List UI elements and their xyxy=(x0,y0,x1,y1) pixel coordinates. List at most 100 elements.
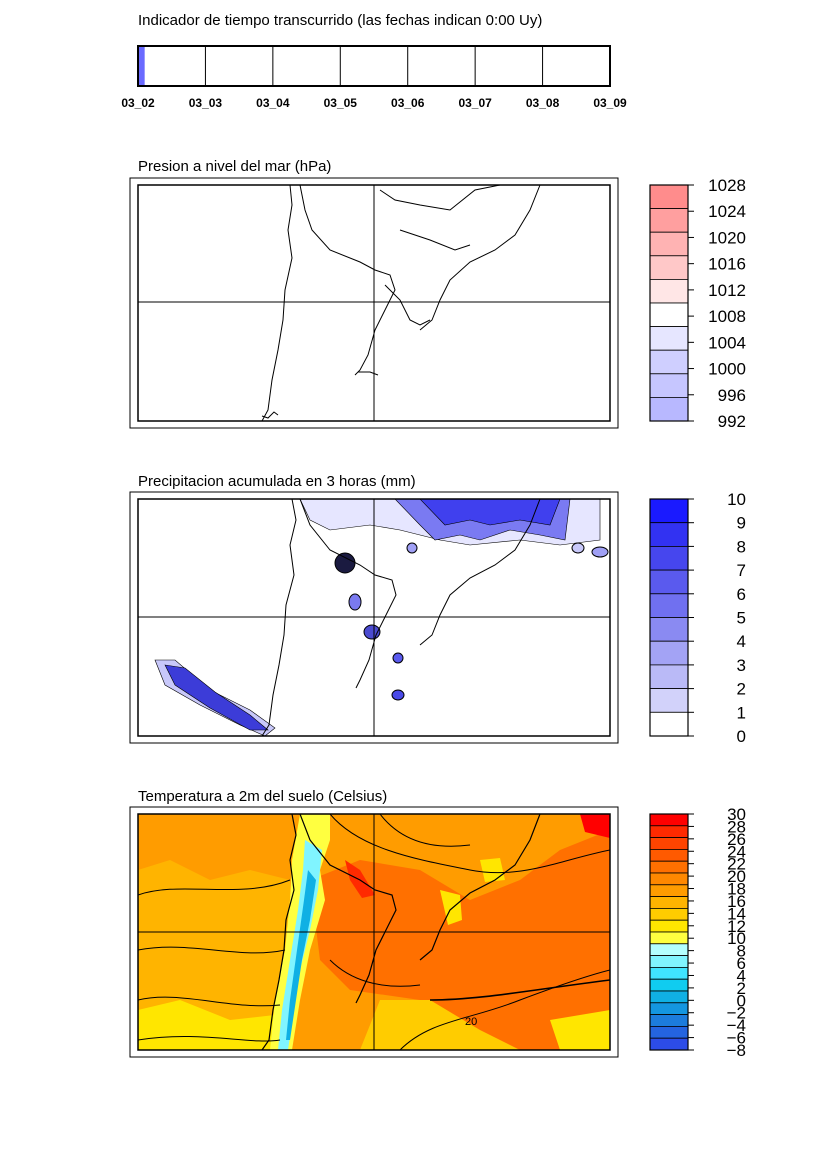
colorbar-label: 992 xyxy=(718,412,746,431)
colorbar-swatch xyxy=(649,1026,689,1039)
precip-field xyxy=(154,499,609,736)
colorbar-label: 6 xyxy=(737,585,746,604)
colorbar-label: 0 xyxy=(737,991,746,1010)
colorbar-label: 1004 xyxy=(708,333,746,352)
colorbar-label: 2 xyxy=(737,680,746,699)
timeline-date-label: 03_07 xyxy=(458,96,492,110)
colorbar-label: 26 xyxy=(727,830,746,849)
colorbar-label: 8 xyxy=(737,537,746,556)
colorbar-swatch xyxy=(649,849,689,862)
colorbar-label: 1016 xyxy=(708,255,746,274)
colorbar-label: 20 xyxy=(727,867,746,886)
colorbar-swatch xyxy=(649,837,689,850)
colorbar-label: 12 xyxy=(727,917,746,936)
colorbar-swatch xyxy=(649,919,689,933)
colorbar-swatch xyxy=(649,688,689,713)
colorbar-label: 24 xyxy=(727,842,746,861)
colorbar-label: 1 xyxy=(737,703,746,722)
colorbar-label: −8 xyxy=(727,1041,746,1060)
pressure-coastlines xyxy=(261,184,541,422)
timeline-date-label: 03_02 xyxy=(121,96,155,110)
colorbar-swatch xyxy=(649,255,689,280)
colorbar-swatch xyxy=(649,617,689,642)
colorbar-swatch xyxy=(649,896,689,909)
colorbar-label: 9 xyxy=(737,514,746,533)
temp-field xyxy=(138,814,610,1050)
colorbar-label: 10 xyxy=(727,490,746,509)
colorbar-frame xyxy=(649,813,689,1051)
colorbar-swatch xyxy=(649,522,689,547)
colorbar-swatch xyxy=(649,711,689,737)
colorbar-label: 18 xyxy=(727,880,746,899)
colorbar-swatch xyxy=(649,546,689,571)
colorbar-label: −6 xyxy=(727,1029,746,1048)
colorbar-label: 996 xyxy=(718,386,746,405)
colorbar-swatch xyxy=(649,593,689,618)
colorbar-swatch xyxy=(649,326,689,351)
timeline-date-label: 03_08 xyxy=(526,96,560,110)
timeline-date-label: 03_06 xyxy=(391,96,425,110)
colorbar-swatch xyxy=(649,640,689,666)
timeline-date-label: 03_03 xyxy=(189,96,223,110)
colorbar-swatch xyxy=(649,278,689,304)
colorbar-swatch xyxy=(649,872,689,886)
temp-coastlines xyxy=(261,814,541,1050)
colorbar-swatch xyxy=(649,1002,689,1015)
colorbar-label: 16 xyxy=(727,892,746,911)
pressure-map-frame xyxy=(129,177,619,429)
colorbar-swatch xyxy=(649,349,689,375)
colorbar-swatch xyxy=(649,990,689,1004)
colorbar-label: 6 xyxy=(737,954,746,973)
temp-contours xyxy=(138,814,610,1050)
colorbar-swatch xyxy=(649,664,689,690)
colorbar-label: 4 xyxy=(737,966,746,985)
colorbar-swatch xyxy=(649,231,689,257)
colorbar-label: 1012 xyxy=(708,281,746,300)
timeline-dividers xyxy=(204,46,544,86)
timeline-progress-fill xyxy=(139,47,145,85)
colorbar-label: 4 xyxy=(737,632,746,651)
colorbar-swatch xyxy=(649,908,689,921)
colorbar-swatch xyxy=(649,884,689,897)
colorbar-label: 1024 xyxy=(708,202,746,221)
colorbar-label: 5 xyxy=(737,609,746,628)
timeline-date-label: 03_04 xyxy=(256,96,290,110)
colorbar-label: 1020 xyxy=(708,228,746,247)
colorbar-swatch xyxy=(649,813,689,827)
colorbar-swatch xyxy=(649,208,689,233)
colorbar-swatch xyxy=(649,396,689,422)
colorbar-label: 30 xyxy=(727,805,746,824)
colorbar-swatch xyxy=(649,373,689,398)
colorbar-label: 0 xyxy=(737,727,746,746)
temp-contour-label: 20 xyxy=(465,1016,477,1028)
colorbar-swatch xyxy=(649,569,689,595)
colorbar-label: −4 xyxy=(727,1016,746,1035)
colorbar-frame xyxy=(649,184,689,422)
colorbar-label: 8 xyxy=(737,942,746,961)
colorbar-swatch xyxy=(649,943,689,956)
precip-title: Precipitacion acumulada en 3 horas (mm) xyxy=(138,473,416,490)
timeline-date-label: 03_05 xyxy=(324,96,358,110)
pressure-title: Presion a nivel del mar (hPa) xyxy=(138,158,332,175)
colorbar-swatch xyxy=(649,860,689,874)
colorbar-swatch xyxy=(649,955,689,968)
colorbar-swatch xyxy=(649,184,689,210)
colorbar-swatch xyxy=(649,978,689,992)
timeline-date-label: 03_09 xyxy=(593,96,627,110)
colorbar-label: 3 xyxy=(737,656,746,675)
colorbar-label: 22 xyxy=(727,855,746,874)
colorbar-frame xyxy=(649,498,689,737)
colorbar-label: −2 xyxy=(727,1004,746,1023)
colorbar-label: 1000 xyxy=(708,360,746,379)
colorbar-label: 28 xyxy=(727,817,746,836)
colorbar-swatch xyxy=(649,1037,689,1051)
timeline-bar: 03_02 03_03 03_04 03_05 03_06 03_07 03_08 03_09 xyxy=(121,45,627,110)
colorbar-swatch xyxy=(649,1014,689,1027)
colorbar-swatch xyxy=(649,498,689,524)
